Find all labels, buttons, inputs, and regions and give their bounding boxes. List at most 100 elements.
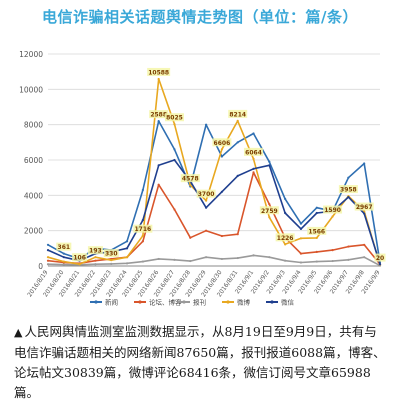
data-point (268, 216, 271, 219)
data-point (141, 234, 144, 237)
data-point (94, 263, 97, 266)
data-label: 361 (58, 244, 71, 251)
data-point (315, 250, 318, 253)
data-point (110, 259, 113, 262)
data-label-bg (72, 253, 88, 262)
data-point (284, 211, 287, 215)
series-line-2 (47, 254, 381, 267)
data-label: 2967 (356, 204, 373, 211)
data-point (236, 256, 239, 260)
data-point (236, 174, 239, 177)
data-point (173, 158, 176, 162)
data-point (220, 257, 224, 261)
y-tick-label: 10000 (19, 85, 43, 94)
data-label: 3700 (198, 191, 215, 198)
data-label-bg (374, 253, 386, 262)
data-point (46, 263, 50, 266)
data-point (236, 141, 239, 144)
data-point (252, 171, 255, 174)
data-point (252, 132, 255, 135)
data-point (331, 215, 334, 218)
data-label: 2759 (261, 208, 278, 215)
legend-marker (270, 300, 274, 304)
series-line-1 (47, 171, 381, 265)
legend-label: 微信 (281, 298, 295, 307)
data-point (189, 236, 192, 239)
data-point (236, 233, 239, 236)
data-point (220, 234, 224, 238)
data-point (347, 245, 350, 248)
y-tick-label: 6000 (24, 156, 43, 165)
data-point (331, 249, 334, 252)
data-point (189, 259, 192, 263)
data-label: 1716 (135, 226, 152, 233)
data-label: 106 (73, 255, 86, 262)
legend-marker (138, 300, 142, 304)
data-label: 3958 (340, 187, 357, 194)
y-tick-label: 8000 (24, 121, 43, 130)
data-point (268, 160, 271, 163)
data-point (347, 176, 350, 179)
data-point (141, 260, 144, 263)
data-point (46, 256, 50, 259)
data-label: 4578 (182, 176, 199, 183)
data-point (157, 120, 160, 123)
data-label-bg (180, 174, 200, 183)
data-point (204, 206, 208, 209)
data-point (125, 262, 129, 265)
chart-container: 0 2000 4000 6000 8000 10000 12000 2016/8/19 2016… (0, 40, 400, 340)
data-point (157, 77, 160, 81)
data-point (284, 197, 287, 200)
data-point (173, 258, 176, 261)
data-point (363, 210, 366, 213)
data-point (268, 203, 271, 206)
data-label: 8214 (229, 111, 246, 118)
caption-triangle-marker: ▲ (14, 326, 23, 339)
y-tick-label: 12000 (19, 50, 43, 59)
data-point (315, 236, 318, 240)
data-point (125, 247, 129, 250)
data-label-bg (354, 202, 374, 211)
legend-label: 报刊 (193, 298, 206, 307)
data-label-bg (338, 185, 358, 194)
data-label: 20 (376, 255, 384, 262)
data-point (315, 211, 318, 215)
data-label: 1566 (308, 228, 325, 235)
series-line-3 (47, 78, 381, 265)
data-label-bg (149, 110, 169, 119)
data-label-bg (103, 249, 119, 258)
chart-caption: ▲ 人民网舆情监测室监测数据显示，从8月19日至9月9日，共有与电信诈骗话题相关的… (14, 322, 386, 403)
data-point (252, 254, 255, 257)
data-point (94, 259, 97, 262)
data-point (125, 256, 129, 259)
data-label-bg (133, 224, 153, 233)
data-point (141, 240, 144, 243)
data-point (299, 237, 303, 240)
data-label: 193 (89, 248, 102, 255)
data-point (46, 249, 50, 252)
data-point (94, 256, 97, 259)
data-label-bg (147, 67, 171, 76)
data-point (299, 222, 303, 225)
data-point (141, 188, 144, 192)
legend-label: 论坛、博客 (149, 298, 182, 307)
data-point (220, 148, 224, 151)
data-point (378, 263, 382, 266)
data-point (62, 252, 65, 255)
data-point (299, 227, 303, 230)
data-label-bg (275, 233, 295, 242)
legend-marker (94, 300, 98, 304)
legend-marker (226, 300, 230, 304)
data-label-bg (87, 246, 103, 255)
data-point (157, 257, 160, 261)
y-tick-label: 4000 (24, 191, 43, 200)
data-label: 330 (105, 251, 118, 258)
data-point (189, 184, 192, 187)
legend-label: 新闻 (105, 298, 118, 307)
legend-label: 微博 (237, 298, 251, 307)
data-point (204, 229, 208, 232)
data-point (157, 183, 160, 186)
data-label: 10588 (148, 69, 169, 76)
data-point (204, 199, 208, 202)
data-point (157, 164, 160, 167)
